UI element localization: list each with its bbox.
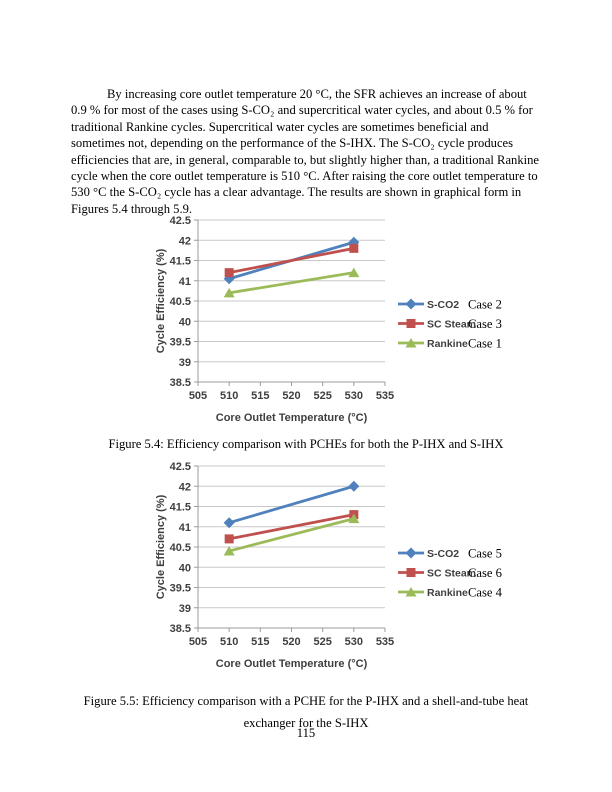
y-tick-label: 41 — [179, 522, 191, 534]
series-line-s-co2 — [228, 484, 355, 525]
x-tick-label: 525 — [313, 636, 331, 648]
legend-case-label-case-5: Case 5 — [468, 547, 502, 561]
legend-case-label-case-4: Case 4 — [468, 586, 503, 600]
x-axis-title: Core Outlet Temperature (°C) — [216, 412, 368, 424]
x-tick-label: 505 — [189, 636, 207, 648]
legend-marker-sc-steam — [406, 319, 416, 328]
legend-label-s-co2: S-CO2 — [427, 299, 459, 311]
x-tick-label: 520 — [282, 636, 300, 648]
series-line-sc-steam — [228, 246, 355, 275]
x-tick-label: 520 — [282, 390, 300, 402]
figure-5-4-line-chart: 38.5 39 39.5 40 40.5 41 41.5 42 42.5 505 510 515 520… — [155, 215, 502, 424]
series-line-rankine — [228, 271, 355, 295]
figure-5-4-caption: Figure 5.4: Efficiency comparison with P… — [108, 437, 504, 451]
data-point-rankine-510 — [223, 546, 235, 556]
figure-5-5-caption: Figure 5.5: Efficiency comparison with a… — [0, 690, 612, 734]
y-tick-label: 40 — [179, 316, 191, 328]
x-tick-label: 535 — [376, 390, 394, 402]
x-tick-label: 515 — [251, 390, 269, 402]
x-axis-title: Core Outlet Temperature (°C) — [216, 658, 368, 670]
y-axis-title: Cycle Efficiency (%) — [155, 248, 167, 353]
y-tick-label: 40.5 — [170, 296, 191, 308]
y-tick-label: 42 — [179, 481, 191, 493]
series-line-rankine — [228, 517, 355, 553]
legend-case-label-case-3: Case 3 — [468, 317, 502, 331]
x-tick-label: 505 — [189, 390, 207, 402]
page-number: 115 — [296, 726, 316, 740]
data-point-rankine-530 — [348, 267, 360, 278]
y-tick-label: 40.5 — [170, 542, 191, 554]
y-tick-label: 39.5 — [170, 337, 191, 349]
y-tick-label: 41.5 — [170, 502, 191, 514]
legend-marker-s-co2 — [405, 547, 417, 559]
y-tick-label: 38.5 — [170, 377, 191, 389]
legend-marker-s-co2 — [405, 298, 417, 310]
x-tick-label: 515 — [251, 636, 269, 648]
legend-label-sc-steam: SC Steam — [427, 319, 476, 331]
figure-5-5-caption-line-1: Figure 5.5: Efficiency comparison with a… — [83, 694, 529, 708]
legend-case-label-case-6: Case 6 — [468, 566, 502, 580]
data-point-s-co2-530 — [348, 480, 360, 492]
x-tick-label: 535 — [376, 636, 394, 648]
y-tick-label: 38.5 — [170, 623, 191, 635]
data-point-sc-steam-510 — [224, 534, 234, 544]
y-tick-label: 42.5 — [170, 461, 191, 473]
figure-5-5-chart: 38.5 39 39.5 40 40.5 41 41.5 42 42.5 505 510 515 520… — [150, 458, 560, 682]
y-tick-label: 41.5 — [170, 256, 191, 268]
legend-marker-rankine — [405, 587, 417, 597]
legend-case-label-case-1: Case 1 — [468, 337, 502, 351]
y-tick-label: 39 — [179, 357, 191, 369]
y-tick-label: 42.5 — [170, 215, 191, 227]
x-tick-label: 510 — [220, 390, 238, 402]
body-paragraph: By increasing core outlet temperature 20… — [71, 87, 540, 216]
x-tick-label: 530 — [345, 636, 363, 648]
y-tick-label: 39.5 — [170, 583, 191, 595]
figure-5-5-caption-line-2: exchanger for the S-IHX — [243, 716, 369, 730]
figure-5-4-chart: 38.5 39 39.5 40 40.5 41 41.5 42 42.5 505 510 515 520… — [150, 212, 560, 436]
x-tick-label: 530 — [345, 390, 363, 402]
y-axis-title: Cycle Efficiency (%) — [155, 494, 167, 599]
y-tick-label: 40 — [179, 562, 191, 574]
series-line-sc-steam — [228, 513, 355, 541]
legend-label-sc-steam: SC Steam — [427, 568, 476, 580]
data-point-s-co2-510 — [223, 517, 235, 529]
y-tick-label: 42 — [179, 235, 191, 247]
legend-marker-sc-steam — [406, 568, 416, 577]
figure-5-5-line-chart: 38.5 39 39.5 40 40.5 41 41.5 42 42.5 505 510 515 520… — [155, 461, 503, 670]
y-tick-label: 39 — [179, 603, 191, 615]
x-tick-label: 525 — [313, 390, 331, 402]
data-point-rankine-530 — [348, 513, 360, 524]
data-point-sc-steam-510 — [224, 268, 234, 278]
legend-label-rankine: Rankine — [427, 338, 468, 350]
x-tick-label: 510 — [220, 636, 238, 648]
data-point-sc-steam-530 — [349, 243, 359, 253]
y-tick-label: 41 — [179, 276, 191, 288]
legend-case-label-case-2: Case 2 — [468, 298, 502, 312]
data-point-rankine-510 — [223, 287, 235, 298]
legend-label-s-co2: S-CO2 — [427, 548, 459, 560]
legend-marker-rankine — [405, 338, 417, 348]
legend-label-rankine: Rankine — [427, 587, 468, 599]
